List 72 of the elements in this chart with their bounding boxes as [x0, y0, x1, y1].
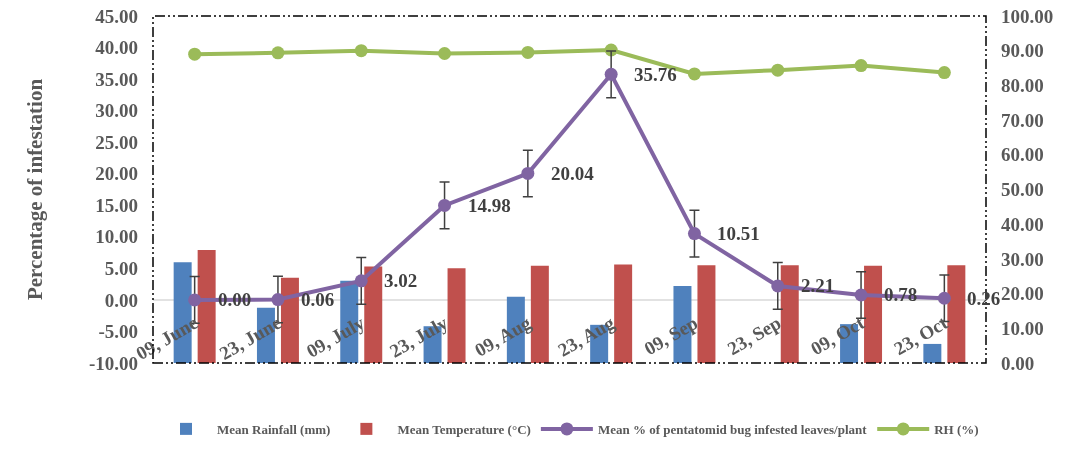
y-axis-title: Percentage of infestation — [23, 78, 48, 301]
x-tick-label: 09, July — [302, 311, 369, 362]
y-tick-label: 45.00 — [95, 5, 138, 27]
y-tick-label: 30.00 — [95, 100, 138, 122]
legend-label: Mean % of pentatomid bug infested leaves/plant — [597, 421, 868, 437]
y-tick-label: -10.00 — [88, 352, 138, 374]
bar — [697, 265, 716, 363]
y2-tick-label: 60.00 — [1001, 144, 1044, 166]
point — [271, 46, 285, 60]
y2-tick-label: 100.00 — [1001, 5, 1054, 27]
point — [854, 59, 868, 73]
bar — [947, 265, 966, 363]
point — [687, 67, 701, 81]
y-tick-label: -5.00 — [98, 321, 138, 343]
x-tick-label: 23, June — [215, 311, 285, 364]
data-label: 14.98 — [468, 195, 511, 216]
bar — [864, 265, 883, 363]
data-label: 0.06 — [301, 289, 335, 310]
point — [854, 288, 868, 302]
x-tick-label: 23, Oct — [890, 311, 952, 360]
point — [604, 67, 618, 81]
point — [271, 293, 285, 307]
y-tick-label: 40.00 — [95, 37, 138, 59]
y2-tick-label: 20.00 — [1001, 283, 1044, 305]
y2-tick-label: 30.00 — [1001, 248, 1044, 270]
x-tick-label: 09, Aug — [471, 311, 536, 361]
data-label: 10.51 — [717, 223, 760, 244]
y-tick-label: 0.00 — [104, 289, 138, 311]
bar — [447, 268, 466, 363]
x-tick-label: 23, Aug — [554, 311, 619, 361]
bar — [197, 249, 216, 363]
x-tick-label: 23, July — [385, 311, 452, 362]
y-tick-label: 5.00 — [104, 258, 138, 280]
point — [354, 274, 368, 288]
x-tick-label: 23, Sep — [723, 311, 785, 360]
point — [188, 293, 202, 307]
y2-tick-label: 90.00 — [1001, 40, 1044, 62]
legend-label: Mean Temperature (°C) — [397, 421, 531, 437]
y2-tick-label: 40.00 — [1001, 213, 1044, 235]
y-tick-label: 20.00 — [95, 163, 138, 185]
point — [354, 44, 368, 58]
y2-tick-label: 10.00 — [1001, 317, 1044, 339]
point — [188, 47, 202, 61]
bar — [780, 265, 799, 363]
y2-tick-label: 0.00 — [1001, 352, 1035, 374]
point — [687, 227, 701, 241]
x-tick-label: 09, Oct — [807, 311, 869, 360]
data-label: 0.26 — [967, 288, 1001, 309]
legend-label: RH (%) — [934, 421, 979, 437]
y-tick-label: 35.00 — [95, 68, 138, 90]
y2-tick-label: 50.00 — [1001, 179, 1044, 201]
bar — [923, 343, 942, 363]
y-tick-label: 15.00 — [95, 194, 138, 216]
point — [521, 166, 535, 180]
data-label: 35.76 — [634, 64, 677, 85]
y-tick-label: 25.00 — [95, 131, 138, 153]
point — [771, 279, 785, 293]
x-tick-label: 09, Sep — [640, 311, 702, 360]
point — [438, 198, 452, 212]
y2-tick-label: 70.00 — [1001, 109, 1044, 131]
point — [771, 63, 785, 77]
y-tick-label: 10.00 — [95, 226, 138, 248]
legend-label: Mean Rainfall (mm) — [217, 421, 331, 437]
point — [937, 291, 951, 305]
bar — [364, 266, 383, 363]
data-label: 20.04 — [551, 163, 595, 184]
point — [521, 45, 535, 59]
bar — [280, 277, 299, 363]
point — [937, 66, 951, 80]
data-label: 3.02 — [384, 270, 418, 291]
point — [438, 46, 452, 60]
y2-tick-label: 80.00 — [1001, 75, 1044, 97]
